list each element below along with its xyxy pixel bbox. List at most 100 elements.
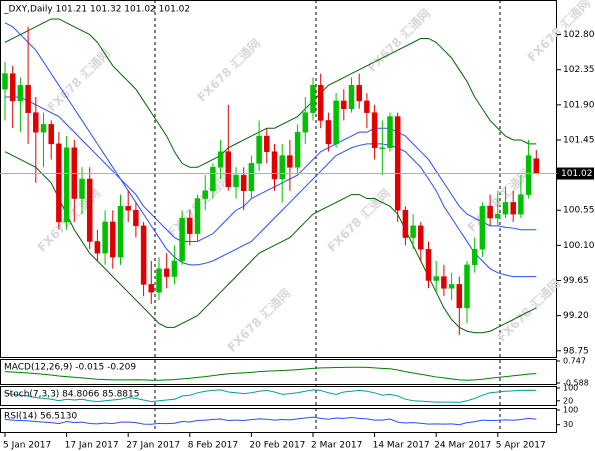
stoch-pane [0, 386, 557, 406]
candle-body [271, 151, 278, 180]
candle-body [456, 284, 463, 309]
watermark: FX678 汇通网 [494, 276, 563, 345]
candle-body [518, 194, 524, 215]
candle-body [264, 135, 270, 152]
last-price-box [557, 167, 594, 180]
y-tick-label: 101.90 [563, 100, 595, 110]
candle-body [217, 151, 224, 168]
candle-body [33, 112, 39, 133]
indicator-line [4, 389, 537, 403]
candle-body [479, 206, 486, 250]
candle-body [202, 190, 208, 199]
candle-body [279, 155, 285, 180]
candle-body [233, 174, 239, 188]
candle-body [471, 249, 478, 266]
candle-body [56, 143, 62, 223]
candle-body [325, 120, 332, 145]
indicator-line [4, 366, 537, 381]
x-tick-label: 14 Mar 2017 [373, 441, 430, 451]
watermark: FX678 汇通网 [324, 186, 393, 255]
candle-body [487, 206, 493, 219]
candle-body [63, 147, 70, 223]
candle-body [418, 225, 424, 250]
candle-body [510, 202, 516, 215]
candle-body [125, 206, 131, 211]
candle-body [79, 178, 85, 199]
candle-body [356, 85, 362, 102]
candle-body [371, 112, 378, 149]
candle-body [102, 221, 108, 254]
y-tick-label: 100 [563, 406, 578, 415]
watermark: FX678 汇通网 [224, 286, 293, 355]
candle-body [379, 147, 386, 150]
watermark: FX678 汇通网 [44, 46, 113, 115]
candle-body [163, 268, 170, 277]
x-tick-label: 24 Mar 2017 [434, 441, 491, 451]
y-tick-label: -0.588 [563, 379, 589, 388]
y-tick-label: 100.10 [563, 241, 595, 251]
indicator-label: Stoch(7,3,3) 84.8066 85.8815 [4, 390, 139, 400]
candle-body [40, 124, 47, 133]
y-tick-label: 98.75 [563, 346, 589, 356]
candle-body [171, 260, 178, 277]
period-separators [154, 0, 501, 432]
y-tick-label: 102.35 [563, 65, 595, 75]
overlay-line [4, 22, 537, 278]
candle-body [287, 155, 293, 168]
indicator-label: RSI(14) 56.5130 [4, 412, 77, 422]
y-tick-label: 30 [563, 420, 573, 429]
candle-body [240, 174, 247, 191]
candle-body [148, 284, 155, 293]
candle-body [387, 116, 393, 149]
chart-title: _DXY,Daily 101.21 101.32 101.02 101.02 [3, 5, 190, 15]
candle-body [464, 264, 470, 309]
candle-body [2, 73, 8, 90]
candle-body [317, 85, 324, 121]
candle-body [133, 209, 139, 227]
overlay-line [4, 18, 537, 168]
candle-body [248, 163, 255, 191]
candle-body [117, 206, 124, 258]
candle-body [533, 158, 540, 174]
candle-body [433, 276, 439, 281]
candle-body [448, 284, 455, 289]
candle-body [9, 73, 16, 102]
x-tick-label: 20 Feb 2017 [249, 441, 305, 451]
candle-body [17, 85, 24, 102]
candle-body [86, 178, 93, 242]
y-tick-label: 100.55 [563, 206, 595, 216]
x-tick-label: 17 Jan 2017 [65, 441, 119, 451]
last-price-label: 101.02 [561, 169, 593, 179]
candle-body [310, 85, 316, 113]
x-tick-label: 5 Jan 2017 [3, 441, 51, 451]
y-tick-label: 101.45 [563, 135, 595, 145]
candle-body [156, 268, 162, 293]
rsi-pane [0, 408, 557, 433]
candle-body [48, 124, 54, 145]
candle-body [140, 225, 147, 285]
macd-pane [0, 359, 557, 385]
indicator-line [4, 416, 537, 426]
candle-body [110, 221, 116, 258]
candle-body [394, 116, 401, 211]
candle-body [210, 167, 216, 191]
overlay-line [5, 96, 537, 242]
main-pane [0, 0, 557, 358]
y-tick-label: 0.747 [563, 357, 586, 366]
candle-body [225, 151, 232, 188]
candle-body [179, 217, 185, 262]
y-tick-label: 20 [563, 396, 573, 405]
candle-body [25, 85, 31, 113]
candle-body [302, 112, 309, 133]
candle-body [410, 225, 416, 238]
candle-body [495, 213, 501, 219]
x-tick-label: 2 Mar 2017 [311, 441, 362, 451]
candle-body [333, 100, 339, 145]
candle-body [94, 241, 101, 254]
candle-body [341, 100, 347, 109]
candle-body [402, 209, 409, 238]
candle-body [187, 217, 193, 234]
x-tick-label: 27 Jan 2017 [126, 441, 180, 451]
candle-body [348, 85, 355, 109]
